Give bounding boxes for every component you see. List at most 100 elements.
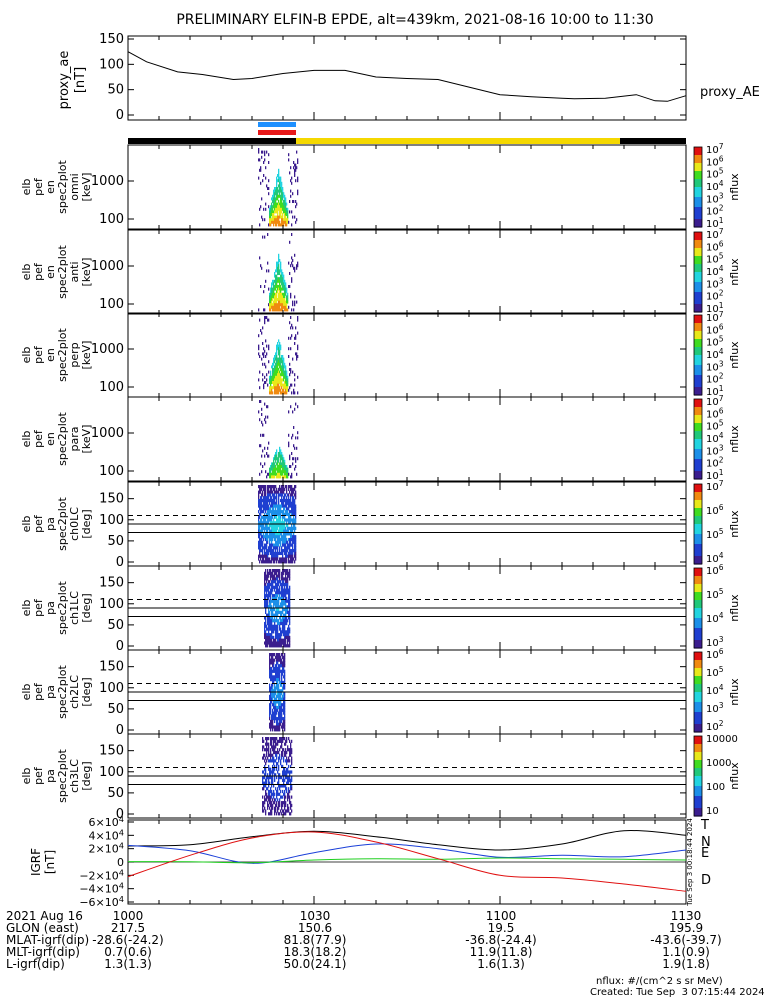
spec-pixel <box>279 449 281 453</box>
footer-row-label: GLON (east) <box>6 921 79 935</box>
spec-pixel <box>282 213 284 216</box>
pa-pixel <box>276 737 278 741</box>
spec-pixel <box>272 375 274 379</box>
pa-pixel <box>284 624 286 628</box>
spec-pixel <box>274 192 276 196</box>
pa-pixel <box>293 487 295 491</box>
pa-pixel <box>282 703 284 707</box>
pa-colorbar-cell <box>694 768 702 771</box>
spec-pixel <box>281 381 283 384</box>
spec-pixel <box>283 470 285 474</box>
footer-row-value: -36.8(-24.4) <box>465 933 536 947</box>
pa-pixel <box>275 591 277 595</box>
pa-pixel <box>284 537 286 542</box>
pa-pixel <box>279 521 281 525</box>
spec-pixel <box>260 168 262 172</box>
spec-pixel <box>275 370 277 374</box>
pa-pixel <box>266 591 268 595</box>
spec-pixel <box>268 318 270 322</box>
pa-pixel <box>274 748 276 752</box>
pa-pixel <box>276 569 278 573</box>
spec-pixel <box>282 475 284 479</box>
pa-pixel <box>274 725 276 729</box>
spec-pixel <box>294 300 296 304</box>
pa-pixel <box>276 664 278 668</box>
pa-pixel <box>282 501 284 505</box>
pa-pixel <box>279 605 281 609</box>
igrf-ytick-label: 4×104 <box>89 827 124 842</box>
pa-pixel <box>281 719 283 724</box>
pa-pixel <box>270 672 272 676</box>
pa-pixel <box>278 767 280 771</box>
spec-pixel <box>291 475 293 479</box>
spec-pixel <box>274 287 276 291</box>
pa-pixel <box>281 585 283 589</box>
pa-pixel <box>287 599 289 603</box>
pa-pixel <box>277 543 279 547</box>
pa-pixel <box>277 518 279 522</box>
spec-pixel <box>297 316 299 319</box>
pa-pixel <box>276 633 278 637</box>
pa-pixel <box>269 658 271 662</box>
spec-pixel <box>278 194 280 198</box>
pa-pixel <box>291 756 293 760</box>
spec-pixel <box>279 290 281 294</box>
pa-pixel <box>270 686 272 690</box>
pa-pixel <box>265 526 267 530</box>
spec-pixel <box>269 298 271 301</box>
pa-pixel <box>288 764 290 769</box>
spec-pixel <box>273 292 275 296</box>
pa-pixel <box>259 490 261 494</box>
pa-pixel <box>275 641 277 645</box>
spec-colorbar-cell <box>694 254 702 257</box>
pa-pixel <box>265 490 267 494</box>
pa-pixel <box>258 540 260 544</box>
pa-pixel <box>282 569 284 573</box>
spec-pixel <box>279 352 281 356</box>
igrf-ytick-label: −2×104 <box>79 867 124 882</box>
spec-colorbar-cell <box>694 169 702 172</box>
spec-pixel <box>291 223 293 227</box>
pa-pixel <box>266 627 268 631</box>
spec-pixel <box>278 300 280 304</box>
pa-pixel <box>270 591 272 595</box>
spec-colorbar-cell <box>694 238 702 241</box>
spec-pixel <box>278 266 280 270</box>
pa-pixel <box>276 764 278 769</box>
pa-pixel <box>282 582 284 587</box>
pa-pixel <box>262 554 264 558</box>
spec-pixel <box>274 360 276 364</box>
pa-pixel <box>271 540 273 544</box>
spec-pixel <box>281 218 283 222</box>
spec-colorbar-cell <box>694 232 702 235</box>
footer-row-value: 217.5 <box>111 921 145 935</box>
pa-pixel <box>281 574 283 578</box>
pa-pixel <box>275 697 277 701</box>
pa-pixel <box>292 540 294 544</box>
pa-pixel <box>285 616 287 620</box>
pa-pixel <box>286 521 288 525</box>
pa-pixel <box>277 630 279 634</box>
pa-pixel <box>271 608 273 612</box>
pa-pixel <box>276 728 278 732</box>
pa-colorbar-cell <box>694 724 702 727</box>
spec-pixel <box>274 285 276 288</box>
pa-colorbar-cell <box>694 766 702 769</box>
pa-pixel <box>273 549 275 553</box>
pa-pixel <box>264 759 266 763</box>
spec-cbar-tick: 103 <box>706 276 724 290</box>
pa-colorbar-cell <box>694 752 702 755</box>
spec-colorbar-cell <box>694 409 702 412</box>
spec-pixel <box>280 454 282 458</box>
spec-ylabel: spec2plot <box>56 412 69 466</box>
spec-pixel <box>296 300 298 304</box>
pa-pixel <box>285 526 287 530</box>
spec-colorbar-cell <box>694 209 702 212</box>
pa-pixel <box>279 773 281 777</box>
pa-colorbar-cell <box>694 786 702 789</box>
pa-pixel <box>265 809 267 813</box>
spec-pixel <box>277 459 279 463</box>
pa-pixel <box>288 770 290 774</box>
pa-pixel <box>283 655 285 659</box>
spec-pixel <box>281 298 283 301</box>
